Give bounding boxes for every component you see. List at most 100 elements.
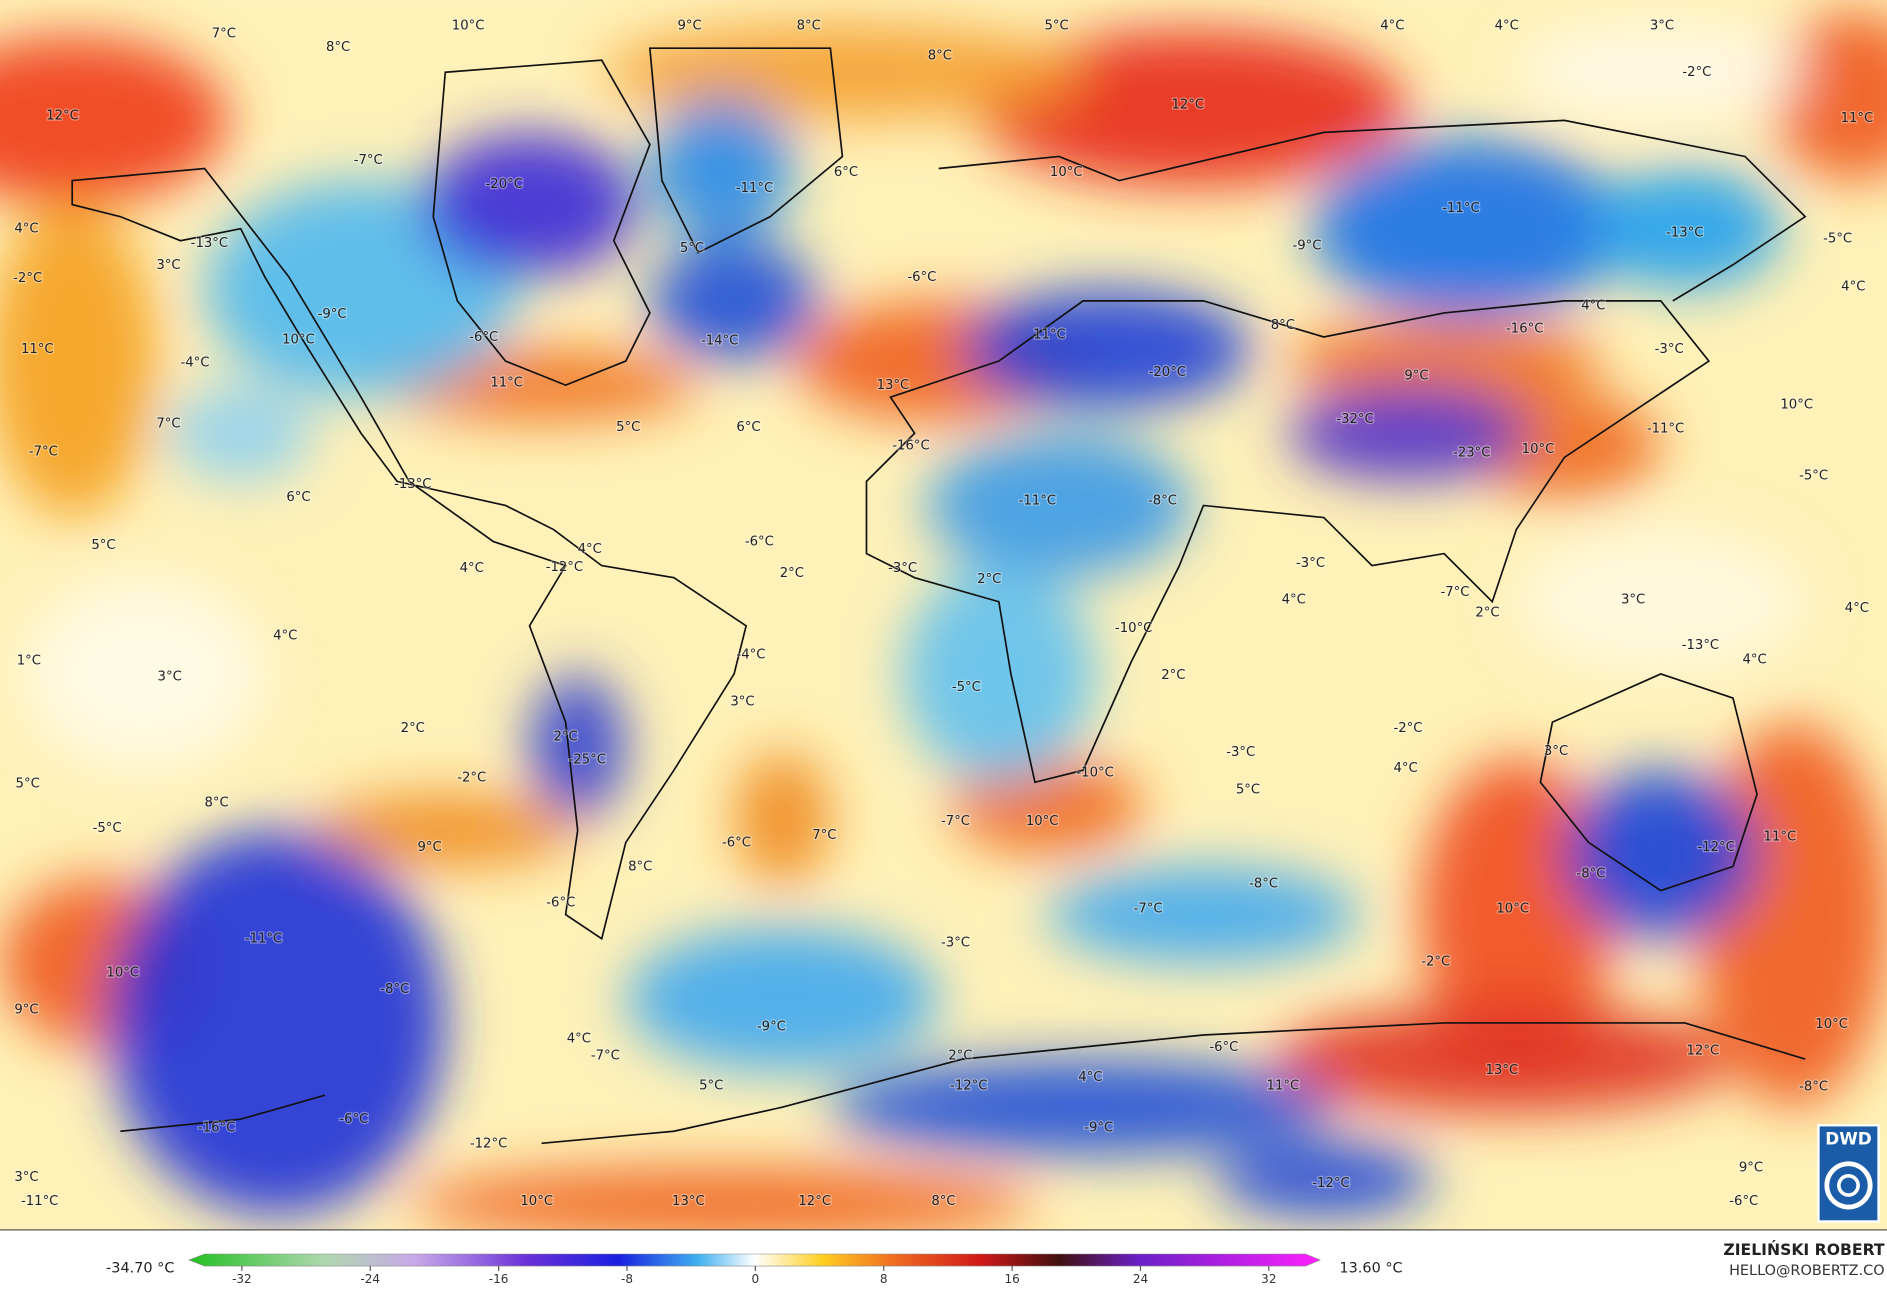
temperature-label: 6°C	[286, 490, 310, 505]
temperature-label: 4°C	[1393, 761, 1417, 776]
temperature-label: 4°C	[1841, 279, 1865, 294]
temperature-label: 2°C	[1161, 668, 1185, 683]
temperature-label: -13°C	[1682, 638, 1719, 653]
temperature-label: 10°C	[1050, 165, 1083, 180]
temperature-label: -11°C	[1442, 201, 1479, 216]
colorbar-tick-label: 32	[1261, 1272, 1276, 1286]
temperature-area	[1215, 1143, 1433, 1216]
temperature-label: 3°C	[1621, 592, 1645, 607]
temperature-area	[902, 565, 1096, 783]
colorbar-ticks: -32 -24 -16 -8 0 8 16 24 32	[232, 1266, 1276, 1286]
temperature-label: 12°C	[46, 109, 79, 124]
temperature-label: 8°C	[1271, 318, 1295, 333]
temperature-label: 9°C	[1739, 1160, 1763, 1175]
temperature-area	[312, 794, 578, 867]
temperature-label: 8°C	[797, 18, 821, 33]
temperature-label: 10°C	[1496, 902, 1529, 917]
temperature-label: -16°C	[1506, 322, 1543, 337]
temperature-field	[0, 12, 1887, 1230]
temperature-label: 9°C	[418, 840, 442, 855]
temperature-label: -3°C	[1655, 342, 1684, 357]
temperature-area	[1564, 770, 1758, 939]
temperature-label: -8°C	[1576, 867, 1605, 882]
temperature-area	[0, 36, 229, 205]
temperature-area	[1287, 385, 1529, 482]
colorbar-min: -34.70 °C	[106, 1260, 174, 1276]
temperature-label: 6°C	[834, 165, 858, 180]
temperature-label: 4°C	[1282, 592, 1306, 607]
coastlines	[71, 47, 1807, 1145]
colorbar-tick-label: 8	[880, 1272, 888, 1286]
temperature-area	[0, 204, 157, 518]
temperature-label: 3°C	[158, 669, 182, 684]
logo-swirl	[1824, 1161, 1873, 1210]
temperature-label: 10°C	[520, 1194, 553, 1209]
temperature-label: 9°C	[677, 18, 701, 33]
temperature-label: 10°C	[452, 18, 485, 33]
colorbar-tick-label: -32	[232, 1272, 252, 1286]
temperature-label: -14°C	[701, 334, 738, 349]
colorbar-tick-label: 16	[1004, 1272, 1019, 1286]
temperature-label: 12°C	[1687, 1044, 1720, 1059]
temperature-label: -8°C	[380, 982, 409, 997]
temperature-label: 10°C	[1522, 442, 1555, 457]
temperature-label: -6°C	[1729, 1194, 1758, 1209]
temperature-label: 12°C	[1171, 98, 1204, 113]
temperature-label: -11°C	[245, 932, 282, 947]
temperature-label: 5°C	[91, 538, 115, 553]
temperature-label: -6°C	[469, 330, 498, 345]
temperature-label: 11°C	[1033, 328, 1066, 343]
temperature-label: 2°C	[401, 721, 425, 736]
temperature-label: 7°C	[212, 27, 236, 42]
colorbar	[188, 1253, 1321, 1267]
temperature-label: 4°C	[567, 1032, 591, 1047]
temperature-label: 4°C	[578, 542, 602, 557]
temperature-label: -5°C	[93, 821, 122, 836]
temperature-area	[734, 752, 831, 885]
colorbar-tick-label: -8	[621, 1272, 633, 1286]
temperature-label: 8°C	[931, 1194, 955, 1209]
temperature-area	[168, 385, 313, 482]
temperature-label: 8°C	[326, 40, 350, 55]
temperature-label: -13°C	[394, 477, 431, 492]
temperature-label: -13°C	[191, 236, 228, 251]
temperature-label: 7°C	[156, 417, 180, 432]
temperature-label: 4°C	[1581, 299, 1605, 314]
temperature-label: -7°C	[1134, 902, 1163, 917]
colorbar-max: 13.60 °C	[1339, 1260, 1402, 1276]
temperature-label: -12°C	[470, 1136, 507, 1151]
temperature-label: -11°C	[1019, 494, 1056, 509]
temperature-label: -3°C	[941, 935, 970, 950]
temperature-label: 3°C	[1650, 18, 1674, 33]
temperature-label: -7°C	[591, 1048, 620, 1063]
temperature-label: -10°C	[1076, 766, 1113, 781]
temperature-label: 4°C	[1742, 653, 1766, 668]
temperature-label: -2°C	[13, 271, 42, 286]
temperature-label: 1°C	[17, 654, 41, 669]
temperature-label: 8°C	[204, 796, 228, 811]
temperature-area	[974, 30, 1409, 187]
temperature-label: -25°C	[569, 752, 606, 767]
temperature-label: -16°C	[198, 1121, 235, 1136]
temperature-label: -12°C	[1312, 1176, 1349, 1191]
temperature-label: -13°C	[1666, 225, 1703, 240]
temperature-label: -8°C	[1249, 876, 1278, 891]
temperature-label: -7°C	[29, 444, 58, 459]
colorbar-tick-label: -16	[489, 1272, 509, 1286]
temperature-label: -4°C	[736, 648, 765, 663]
temperature-label: -23°C	[1453, 446, 1490, 461]
temperature-label: 2°C	[1475, 606, 1499, 621]
temperature-area	[108, 830, 446, 1216]
temperature-label: 2°C	[553, 730, 577, 745]
temperature-label: 2°C	[780, 566, 804, 581]
temperature-label: -6°C	[745, 535, 774, 550]
temperature-label: 2°C	[948, 1048, 972, 1063]
temperature-label: -16°C	[892, 438, 929, 453]
temperature-label: -12°C	[546, 560, 583, 575]
temperature-label: -7°C	[354, 153, 383, 168]
temperature-label: 4°C	[460, 561, 484, 576]
temperature-area	[649, 96, 795, 241]
temperature-label: -6°C	[339, 1112, 368, 1127]
temperature-label: -20°C	[486, 177, 523, 192]
